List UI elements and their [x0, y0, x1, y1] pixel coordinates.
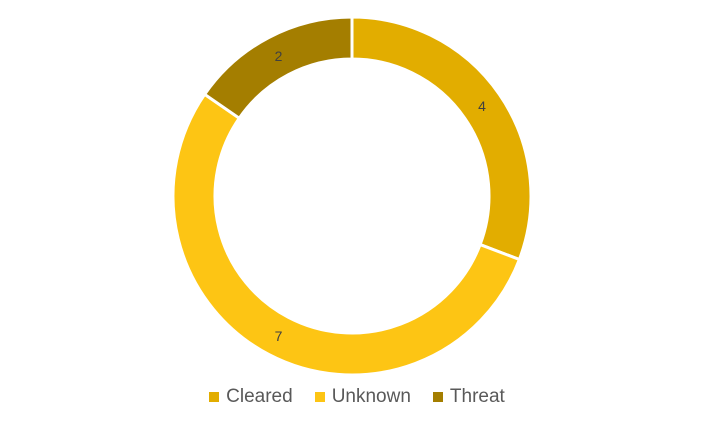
donut-slice-cleared: [350, 15, 533, 262]
donut-slice-threat: [202, 15, 354, 121]
legend-item-threat: Threat: [432, 386, 505, 408]
chart-legend: Cleared Unknown Threat: [0, 386, 714, 408]
data-label-unknown: 7: [275, 328, 283, 344]
legend-label-cleared: Cleared: [226, 386, 293, 407]
legend-item-unknown: Unknown: [314, 386, 411, 408]
legend-item-cleared: Cleared: [209, 386, 293, 408]
data-label-threat: 2: [275, 48, 283, 64]
data-label-cleared: 4: [478, 98, 486, 114]
legend-swatch-threat: [432, 392, 443, 402]
legend-swatch-cleared: [209, 392, 220, 402]
legend-label-threat: Threat: [449, 386, 505, 407]
legend-swatch-unknown: [314, 392, 325, 402]
donut-slice-unknown: [171, 92, 522, 377]
legend-label-unknown: Unknown: [331, 386, 411, 407]
